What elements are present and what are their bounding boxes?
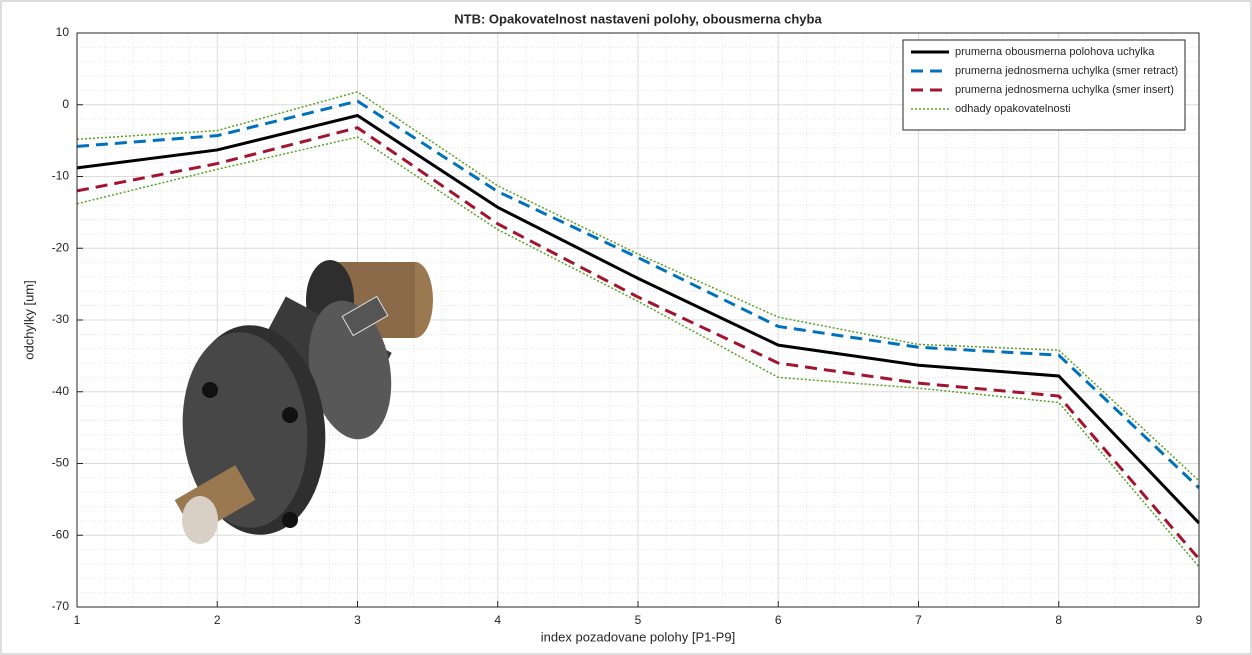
series-line	[76, 99, 1201, 489]
legend-label: odhady opakovatelnosti	[955, 103, 1071, 115]
x-axis-label: index pozadovane polohy [P1-P9]	[541, 629, 735, 644]
legend-label: prumerna jednosmerna uchylka (smer retra…	[955, 65, 1178, 77]
y-tick-label: 0	[62, 97, 69, 111]
x-tick-label: 9	[1196, 613, 1203, 627]
y-tick-label: -10	[52, 169, 70, 183]
product-photo	[174, 260, 433, 544]
x-tick-label: 3	[354, 613, 361, 627]
x-tick-label: 1	[74, 613, 81, 627]
x-tick-label: 7	[915, 613, 922, 627]
y-axis-label: odchylky [um]	[21, 280, 36, 359]
x-tick-label: 4	[494, 613, 501, 627]
x-tick-label: 6	[775, 613, 782, 627]
x-tick-label: 2	[214, 613, 221, 627]
y-tick-label: -70	[52, 599, 70, 613]
y-tick-label: -40	[52, 384, 70, 398]
y-tick-label: -30	[52, 312, 70, 326]
legend: prumerna obousmerna polohova uchylka prum…	[902, 39, 1186, 131]
chart-title: NTB: Opakovatelnost nastaveni polohy, ob…	[454, 11, 822, 26]
x-tick-label: 8	[1055, 613, 1062, 627]
y-tick-label: -50	[52, 456, 70, 470]
legend-label: prumerna jednosmerna uchylka (smer inser…	[955, 84, 1174, 96]
series-line	[76, 113, 1201, 525]
x-tick-label: 5	[635, 613, 642, 627]
band-lower-line	[76, 136, 1200, 568]
y-tick-label: -20	[52, 240, 70, 254]
y-tick-label: -60	[52, 527, 70, 541]
legend-box	[902, 39, 1186, 131]
lines	[76, 91, 1201, 568]
y-tick-label: 10	[56, 25, 70, 39]
band-upper-line	[76, 91, 1200, 482]
legend-label: prumerna obousmerna polohova uchylka	[955, 46, 1155, 58]
series-line	[76, 126, 1201, 560]
